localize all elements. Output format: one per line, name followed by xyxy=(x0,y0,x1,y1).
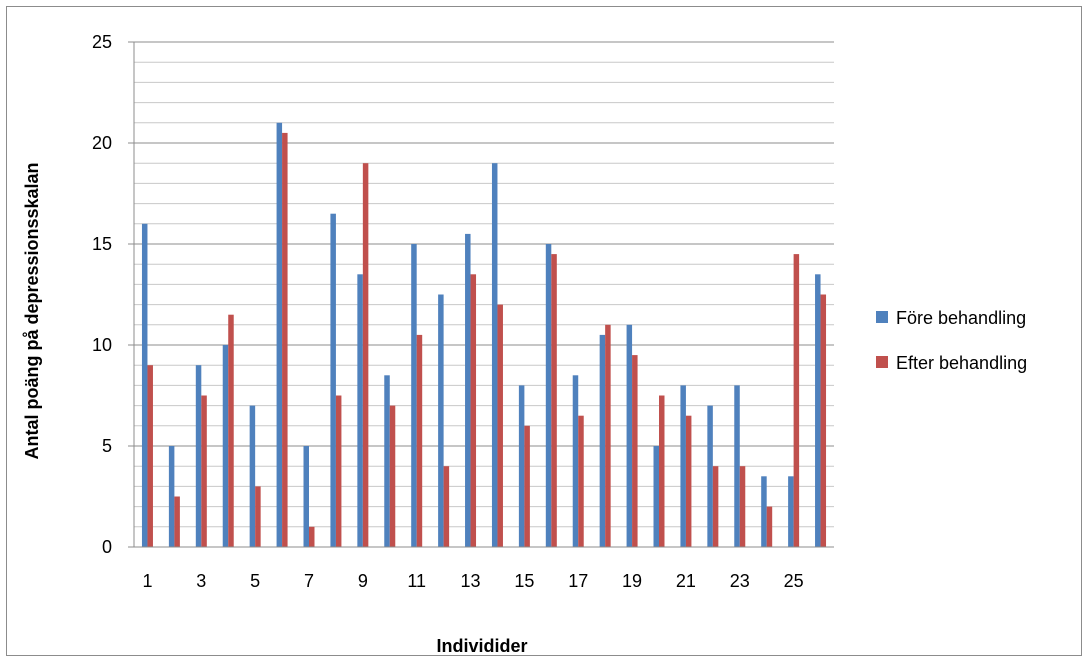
legend-swatch-efter xyxy=(876,356,888,368)
bar-fore-8 xyxy=(330,213,336,547)
x-tick-label: 25 xyxy=(784,571,804,591)
bar-efter-6 xyxy=(282,132,288,547)
bar-fore-17 xyxy=(572,375,579,547)
bar-efter-8 xyxy=(335,395,342,547)
x-tick-label: 13 xyxy=(461,571,481,591)
bar-fore-16 xyxy=(545,244,552,547)
y-axis-title: Antal poäng på depressionsskalan xyxy=(22,162,42,459)
bar-fore-23 xyxy=(734,385,740,547)
y-tick-labels: 0 5 10 15 20 25 xyxy=(92,32,112,557)
bar-efter-10 xyxy=(389,405,396,547)
bar-efter-1 xyxy=(147,365,153,547)
chart-frame xyxy=(6,6,1082,656)
bar-efter-9 xyxy=(362,163,369,547)
bar-fore-14 xyxy=(491,163,498,547)
x-tick-label: 19 xyxy=(622,571,642,591)
bar-efter-7 xyxy=(309,526,315,547)
bar-fore-24 xyxy=(761,476,767,547)
legend: Före behandling Efter behandling xyxy=(876,308,1027,373)
bar-fore-15 xyxy=(518,385,525,547)
legend-label-efter: Efter behandling xyxy=(896,353,1027,373)
bar-fore-19 xyxy=(626,324,633,547)
bar-fore-9 xyxy=(357,274,363,547)
x-tick-label: 15 xyxy=(514,571,534,591)
bars xyxy=(141,122,827,548)
x-axis-title: Individider xyxy=(436,636,527,656)
bar-fore-6 xyxy=(276,122,283,548)
bar-efter-3 xyxy=(201,395,207,547)
axes xyxy=(128,41,834,548)
bar-efter-21 xyxy=(685,415,692,547)
bar-efter-17 xyxy=(578,415,584,547)
bar-efter-22 xyxy=(712,466,719,547)
bar-fore-3 xyxy=(195,365,202,547)
bar-efter-12 xyxy=(443,466,450,547)
bar-efter-16 xyxy=(551,254,557,547)
bar-efter-18 xyxy=(605,324,611,547)
x-tick-label: 1 xyxy=(142,571,152,591)
bar-efter-20 xyxy=(659,395,665,547)
bar-fore-13 xyxy=(465,233,471,547)
x-tick-label: 17 xyxy=(568,571,588,591)
bar-efter-11 xyxy=(416,334,423,547)
legend-swatch-fore xyxy=(876,311,888,323)
bar-efter-24 xyxy=(766,506,773,547)
bar-fore-26 xyxy=(815,274,821,547)
y-tick-label: 25 xyxy=(92,32,112,52)
bar-fore-11 xyxy=(411,244,417,547)
bar-efter-25 xyxy=(793,254,800,547)
bar-efter-4 xyxy=(228,314,234,547)
bar-efter-14 xyxy=(497,304,503,547)
bar-fore-25 xyxy=(788,476,794,547)
y-tick-label: 15 xyxy=(92,234,112,254)
bar-fore-7 xyxy=(303,446,309,547)
bar-fore-10 xyxy=(384,375,390,547)
x-tick-label: 3 xyxy=(196,571,206,591)
y-tick-label: 10 xyxy=(92,335,112,355)
y-tick-label: 0 xyxy=(102,537,112,557)
bar-fore-22 xyxy=(707,405,713,547)
bar-fore-5 xyxy=(249,405,256,547)
x-tick-labels: 1 3 5 7 9 11 13 15 17 19 21 23 25 xyxy=(142,571,803,591)
bar-efter-2 xyxy=(174,496,180,547)
x-tick-label: 5 xyxy=(250,571,260,591)
x-tick-label: 11 xyxy=(407,571,426,591)
y-tick-label: 5 xyxy=(102,436,112,456)
bar-fore-20 xyxy=(653,446,659,547)
bar-fore-4 xyxy=(222,345,229,547)
legend-label-fore: Före behandling xyxy=(896,308,1026,328)
bar-fore-12 xyxy=(438,294,444,547)
bar-efter-26 xyxy=(820,294,827,547)
gridlines xyxy=(134,41,834,528)
x-tick-label: 21 xyxy=(676,571,696,591)
x-tick-label: 9 xyxy=(358,571,368,591)
bar-efter-19 xyxy=(632,355,638,547)
bar-fore-1 xyxy=(141,223,148,548)
bar-efter-13 xyxy=(470,274,477,547)
x-tick-label: 23 xyxy=(730,571,750,591)
x-tick-label: 7 xyxy=(304,571,314,591)
bar-efter-5 xyxy=(255,486,261,547)
y-tick-label: 20 xyxy=(92,133,112,153)
bar-efter-15 xyxy=(524,425,530,547)
bar-fore-18 xyxy=(599,334,606,547)
bar-fore-21 xyxy=(680,385,686,547)
bar-efter-23 xyxy=(739,466,746,547)
bar-fore-2 xyxy=(168,446,175,547)
